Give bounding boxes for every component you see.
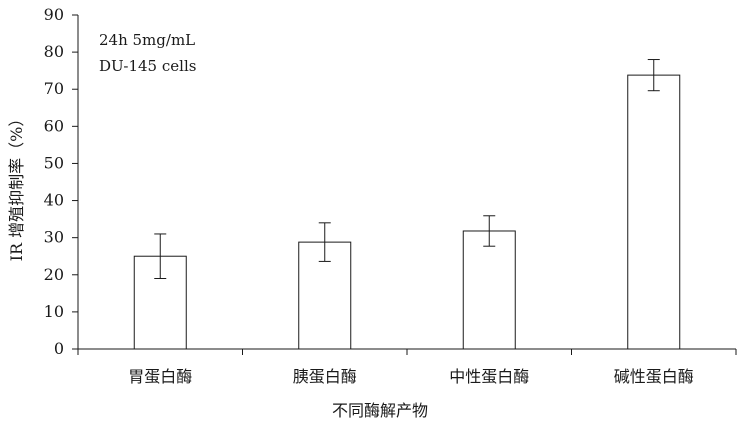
- x-category-label: 碱性蛋白酶: [614, 367, 694, 386]
- error-bars: [154, 60, 660, 279]
- y-axis-title: IR 增殖抑制率（%）: [7, 111, 26, 262]
- x-category-label: 中性蛋白酶: [449, 367, 529, 386]
- chart-annotation: 24h 5mg/mL DU-145 cells: [99, 31, 196, 75]
- x-axis-title: 不同酶解产物: [332, 401, 428, 420]
- y-tick-label: 20: [44, 265, 64, 284]
- y-tick-label: 60: [44, 116, 64, 135]
- y-tick-label: 50: [44, 153, 64, 172]
- y-tick-label: 0: [54, 339, 64, 358]
- y-tick-label: 30: [44, 228, 64, 247]
- x-category-label: 胰蛋白酶: [293, 367, 357, 386]
- category-labels: 胃蛋白酶 胰蛋白酶 中性蛋白酶 碱性蛋白酶: [128, 367, 694, 386]
- bar-series: [134, 75, 680, 349]
- annotation-line-duration-concentration: 24h 5mg/mL: [99, 31, 195, 49]
- annotation-line-cell-line: DU-145 cells: [99, 57, 196, 75]
- bar: [463, 231, 515, 349]
- x-category-label: 胃蛋白酶: [128, 367, 192, 386]
- y-tick-label: 10: [44, 302, 64, 321]
- x-axis: [78, 349, 736, 355]
- y-tick-label: 70: [44, 79, 64, 98]
- y-tick-label: 40: [44, 191, 64, 210]
- y-tick-label: 90: [44, 5, 64, 24]
- y-axis: 0 10 20 30 40 50 60 70 80 90: [44, 5, 78, 358]
- y-tick-label: 80: [44, 42, 64, 61]
- bar: [628, 75, 680, 349]
